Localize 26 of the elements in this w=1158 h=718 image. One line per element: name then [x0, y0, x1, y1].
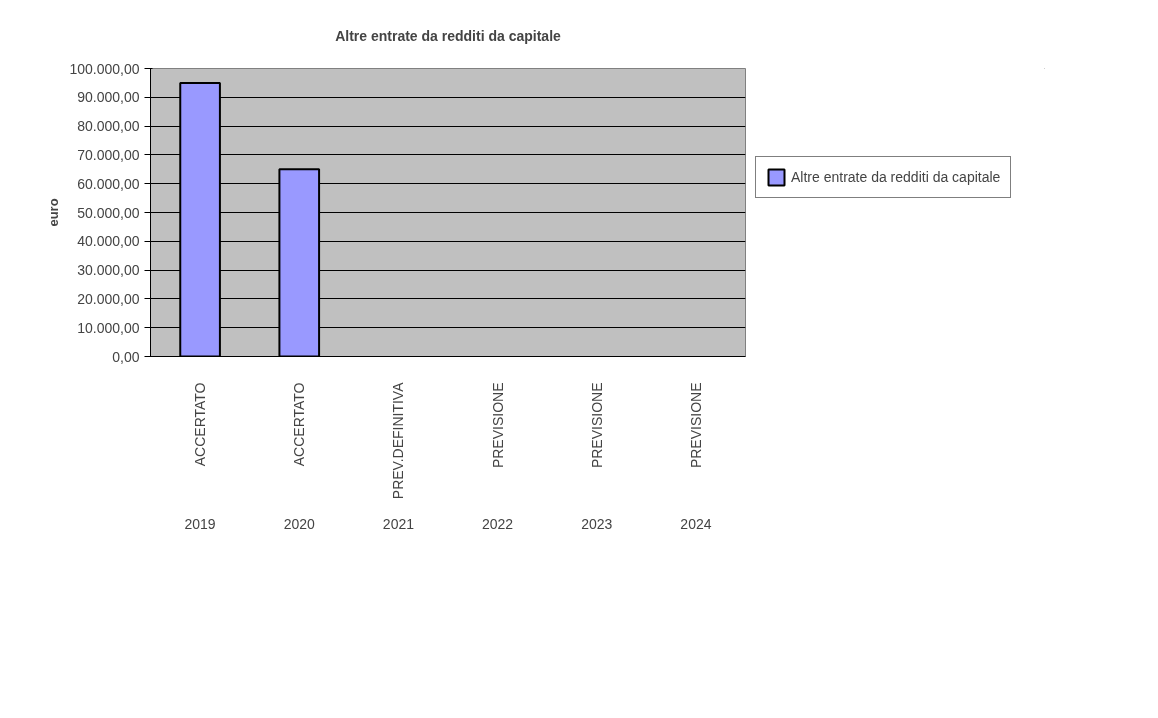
text: 2021: [382, 515, 415, 532]
y-axis-title: euro: [46, 198, 62, 227]
text: 2023: [581, 515, 613, 532]
y-tick-label: 10.000,00: [77, 319, 140, 336]
text: 2024: [680, 515, 712, 532]
text: 2022: [482, 515, 514, 532]
chart-title: Altre entrate da redditi da capitale: [335, 27, 562, 44]
x-tick-label: PREV.DEFINITIVA: [390, 381, 407, 500]
y-tick-label: 50.000,00: [77, 204, 140, 221]
y-tick-label: 60.000,00: [77, 175, 140, 192]
y-tick-label: 20.000,00: [77, 290, 140, 307]
y-tick-label: 30.000,00: [77, 262, 140, 279]
text: 2019: [184, 515, 216, 532]
y-tick-label: 100.000,00: [69, 60, 140, 77]
y-tick-label: 0,00: [112, 348, 140, 365]
x-tick-label: ACCERTATO: [291, 382, 308, 467]
y-tick-label: 40.000,00: [77, 233, 140, 250]
x-tick-label: ACCERTATO: [192, 382, 209, 467]
y-tick-label: 90.000,00: [77, 89, 140, 106]
y-tick-label: 70.000,00: [77, 146, 140, 163]
x-tick-label: PREVISIONE: [687, 382, 704, 469]
legend-label: Altre entrate da redditi da capitale: [791, 168, 1001, 185]
text: 2020: [283, 515, 316, 532]
y-tick-label: 80.000,00: [77, 118, 140, 135]
x-tick-label: PREVISIONE: [588, 382, 605, 469]
x-tick-label: PREVISIONE: [489, 382, 506, 469]
